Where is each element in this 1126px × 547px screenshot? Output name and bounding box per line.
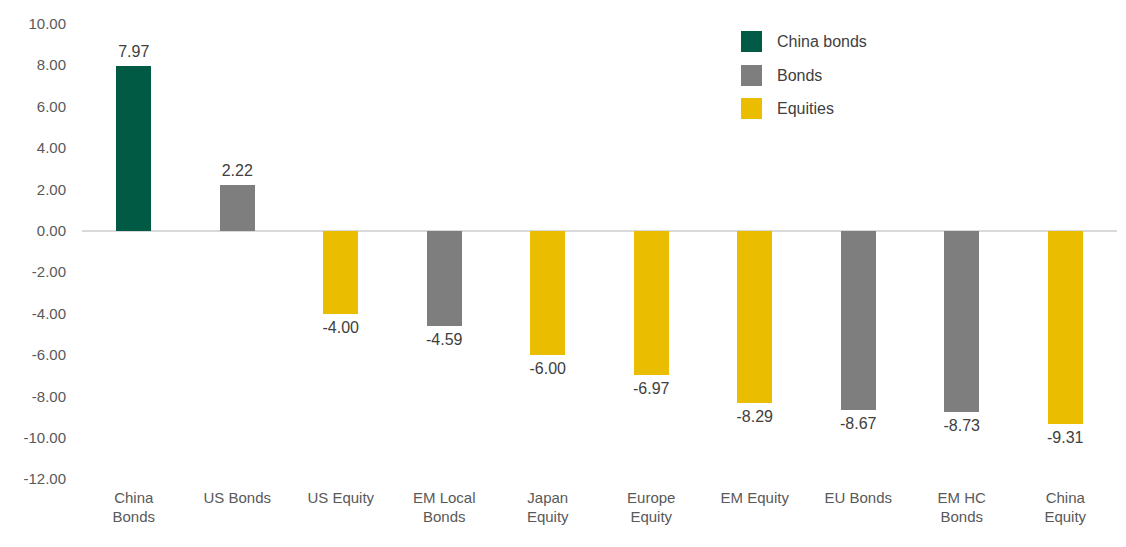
x-axis-category-label: US Bonds [182,488,292,507]
bar-value-label: -9.31 [1020,429,1110,447]
bar-equities [323,231,358,314]
y-axis-tick-label: 10.00 [0,14,66,34]
bar-china_bonds [116,66,151,231]
bar-bonds [427,231,462,326]
x-axis-category-label: China Equity [1010,488,1120,526]
y-axis-tick-label: 2.00 [0,180,66,200]
bar-bonds [841,231,876,410]
legend-swatch-bonds [741,65,762,86]
y-axis-tick-label: 8.00 [0,55,66,75]
x-axis-category-label: EU Bonds [803,488,913,507]
bar-chart: 10.00 8.00 6.00 4.00 2.00 0.00 -2.00 -4.00 -6.00… [0,0,1126,547]
bar-value-label: -8.67 [813,415,903,433]
x-axis-category-label: Japan Equity [493,488,603,526]
y-axis-tick-label: -8.00 [0,387,66,407]
bar-bonds [944,231,979,412]
bar-value-label: -4.00 [296,319,386,337]
legend-swatch-china_bonds [741,31,762,52]
bar-equities [1048,231,1083,424]
y-axis-tick-label: 4.00 [0,138,66,158]
bar-value-label: -8.73 [917,417,1007,435]
bar-equities [737,231,772,403]
bar-bonds [220,185,255,231]
y-axis-tick-label: -2.00 [0,262,66,282]
bar-equities [530,231,565,355]
y-axis-tick-label: -6.00 [0,345,66,365]
legend-swatch-equities [741,98,762,119]
y-axis-tick-label: -4.00 [0,304,66,324]
y-axis-tick-label: 0.00 [0,221,66,241]
y-axis-tick-label: -10.00 [0,428,66,448]
bar-value-label: -6.00 [503,360,593,378]
x-axis-category-label: US Equity [286,488,396,507]
x-axis-category-label: EM Local Bonds [389,488,499,526]
bar-value-label: -6.97 [606,380,696,398]
legend-label: Equities [777,98,834,119]
legend-label: China bonds [777,31,867,52]
bar-value-label: -8.29 [710,408,800,426]
legend-label: Bonds [777,65,822,86]
bar-value-label: -4.59 [399,331,489,349]
y-axis-tick-label: -12.00 [0,469,66,489]
x-axis-category-label: EM HC Bonds [907,488,1017,526]
bar-value-label: 2.22 [192,162,282,180]
y-axis-tick-label: 6.00 [0,97,66,117]
x-axis-category-label: China Bonds [79,488,189,526]
bar-equities [634,231,669,375]
bar-value-label: 7.97 [89,43,179,61]
x-axis-category-label: EM Equity [700,488,810,507]
x-axis-category-label: Europe Equity [596,488,706,526]
